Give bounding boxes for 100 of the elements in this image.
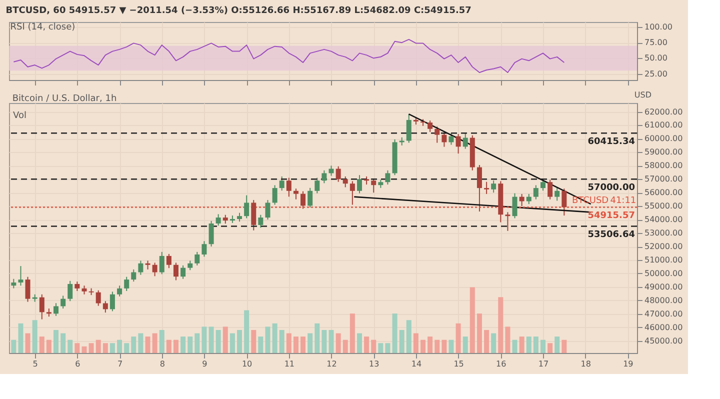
y-tick-label: 62000.00 [644, 107, 683, 116]
bar [512, 340, 518, 353]
candlestick [152, 262, 158, 277]
chart-title: Bitcoin / U.S. Dollar, 1h [12, 94, 117, 104]
candlestick [476, 164, 482, 212]
bar [392, 314, 398, 353]
bar [476, 314, 482, 353]
x-tick-label: 17 [538, 360, 549, 368]
bar [286, 333, 292, 353]
candlestick [173, 262, 178, 281]
bar [96, 340, 101, 353]
candlestick [462, 132, 468, 150]
bar [117, 340, 122, 353]
bar [322, 330, 327, 353]
y-tick-label: 53000.00 [644, 228, 683, 238]
ref-line-label: 57000.00 [588, 183, 635, 194]
x-tick-label: 8 [160, 360, 165, 368]
bar [230, 333, 235, 353]
y-axis-title: USD [634, 90, 652, 100]
bar [244, 310, 250, 353]
candlestick [110, 291, 115, 312]
candlestick [350, 180, 355, 206]
bar [484, 330, 490, 353]
y-tick-label: 55000.00 [644, 202, 683, 211]
candlestick [60, 295, 66, 310]
candlestick [357, 174, 362, 194]
candlestick [562, 188, 567, 216]
bar [194, 333, 200, 353]
bar [308, 333, 313, 353]
x-tick-label: 11 [284, 360, 295, 368]
bar [166, 340, 172, 353]
bar [406, 320, 412, 353]
candlestick [406, 114, 412, 144]
bar [60, 333, 66, 353]
candlestick [385, 170, 390, 186]
y-tick-label: 52000.00 [644, 242, 683, 252]
candlestick [526, 193, 532, 205]
candlestick [272, 184, 278, 206]
bar [300, 336, 306, 353]
candlestick [131, 268, 136, 282]
candlestick [300, 190, 306, 210]
bar [357, 333, 362, 353]
bar [152, 333, 158, 353]
x-tick-label: 13 [369, 360, 380, 368]
candlestick [512, 192, 518, 219]
bar [342, 340, 348, 353]
y-tick-label: 51000.00 [644, 256, 683, 265]
candlestick [448, 132, 454, 146]
candlestick [208, 220, 214, 248]
candlestick [293, 188, 298, 200]
bar [145, 336, 150, 353]
y-tick-label: 54000.00 [644, 215, 683, 224]
candlestick [484, 181, 490, 194]
bar [420, 340, 426, 353]
bar [456, 323, 461, 353]
bar [385, 343, 390, 353]
candlestick [554, 187, 560, 202]
candlestick [124, 276, 130, 292]
candlestick [314, 177, 320, 194]
candlestick [308, 187, 313, 208]
bar [39, 336, 44, 353]
candlestick [258, 214, 264, 228]
bar [548, 343, 553, 353]
bar [110, 343, 115, 353]
bar [124, 343, 130, 353]
bar [279, 330, 284, 353]
candlestick [11, 278, 16, 289]
candlestick [519, 193, 524, 207]
bar [442, 340, 447, 353]
x-tick-label: 12 [326, 360, 337, 368]
bar [216, 330, 221, 353]
bar [159, 330, 164, 353]
bar [202, 326, 207, 353]
bar [54, 330, 59, 353]
bar [32, 320, 38, 353]
bar [88, 343, 94, 353]
y-tick-label: 61000.00 [644, 120, 683, 130]
candlestick [216, 214, 221, 226]
bar [258, 336, 264, 353]
y-tick-label: 59000.00 [644, 148, 683, 157]
y-tick-label: 75.00 [644, 38, 668, 48]
candlestick [102, 300, 108, 314]
bar [251, 330, 256, 353]
x-tick-label: 16 [496, 360, 506, 368]
y-tick-label: 47000.00 [644, 309, 683, 318]
bar [265, 326, 270, 353]
bar [314, 323, 320, 353]
text: BTCUSD, 60 54915.57 ▼ −2011.54 (−3.53%) O:55126.66 H:55167.89 L:54682.09 C:54915.57 [6, 6, 472, 16]
bar [82, 346, 87, 353]
bar [336, 333, 341, 353]
candlestick [96, 290, 101, 306]
bar [173, 340, 178, 353]
bar [138, 333, 144, 353]
candlestick [251, 200, 256, 231]
chart-title: Vol [13, 111, 26, 121]
candlestick [194, 251, 200, 266]
y-tick-label: 45000.00 [644, 336, 683, 346]
candlestick [166, 253, 172, 269]
annotation: 41:11 [610, 196, 636, 206]
candlestick [491, 180, 496, 194]
